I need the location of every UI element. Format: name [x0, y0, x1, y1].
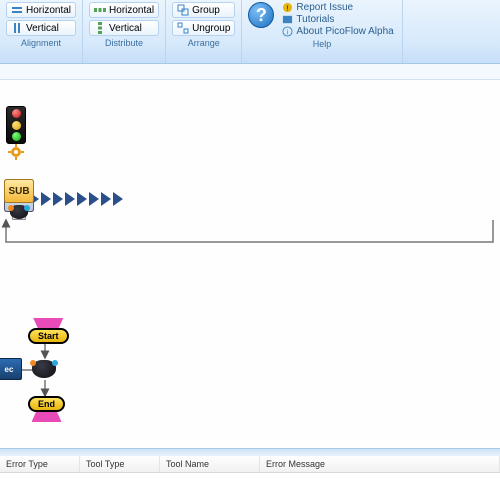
quick-access-bar: [0, 64, 500, 80]
grid-col-tool-name[interactable]: Tool Name: [160, 456, 260, 472]
flow-canvas[interactable]: #1 SUB #2 SUB #3 SUB #4 SUB #5 SUB Start…: [0, 80, 500, 448]
align-vertical-button[interactable]: Vertical: [6, 20, 76, 36]
subflow-sub-node[interactable]: [32, 358, 56, 378]
start-badge: Start: [28, 328, 69, 344]
dist-h-icon: [94, 4, 106, 16]
ribbon-group-arrange: Group Ungroup Arrange: [166, 0, 242, 63]
grid-col-tool-type[interactable]: Tool Type: [80, 456, 160, 472]
traffic-light-icon: [6, 106, 26, 144]
grid-col-error-message[interactable]: Error Message: [260, 456, 500, 472]
group-caption: Distribute: [89, 36, 159, 49]
panel-separator[interactable]: [0, 448, 500, 456]
btn-label: Group: [192, 5, 220, 16]
align-horizontal-button[interactable]: Horizontal: [6, 2, 76, 18]
arrow-icon: [65, 192, 75, 206]
tool-box-icon: ec: [0, 358, 22, 380]
subflow-tool-box[interactable]: ec: [0, 358, 22, 380]
grid-col-error-type[interactable]: Error Type: [0, 456, 80, 472]
connection-wires: [0, 80, 500, 448]
robot-icon: [10, 205, 28, 219]
start-node[interactable]: [6, 106, 26, 160]
group-caption: Help: [248, 37, 395, 50]
dist-v-icon: [94, 22, 106, 34]
pink-cap-icon: [32, 412, 62, 422]
subflow-end[interactable]: End: [28, 396, 65, 422]
btn-label: Vertical: [109, 23, 142, 34]
end-badge: End: [28, 396, 65, 412]
group-caption: Alignment: [6, 36, 76, 49]
btn-label: Ungroup: [192, 23, 230, 34]
pink-cap-icon: [33, 318, 63, 328]
arrow-icon: [101, 192, 111, 206]
ribbon-group-alignment: Horizontal Vertical Alignment: [0, 0, 83, 63]
grid-header: Error Type Tool Type Tool Name Error Mes…: [0, 456, 500, 473]
subflow-start[interactable]: Start: [28, 318, 69, 344]
arrow-icon: [41, 192, 51, 206]
btn-label: Horizontal: [26, 5, 71, 16]
arrow-icon: [89, 192, 99, 206]
distribute-horizontal-button[interactable]: Horizontal: [89, 2, 159, 18]
align-v-icon: [11, 22, 23, 34]
ungroup-button[interactable]: Ungroup: [172, 20, 235, 36]
robot-icon: [32, 360, 56, 378]
arrow-icon: [113, 192, 123, 206]
ribbon-group-distribute: Horizontal Vertical Distribute: [83, 0, 166, 63]
tutorials-link[interactable]: Tutorials: [280, 14, 395, 25]
ribbon-group-help: ? !Report Issue Tutorials iAbout PicoFlo…: [242, 0, 402, 63]
btn-label: Vertical: [26, 23, 59, 34]
ribbon: Horizontal Vertical Alignment Horizontal…: [0, 0, 500, 64]
align-h-icon: [11, 4, 23, 16]
group-caption: Arrange: [172, 36, 235, 49]
arrow-icon: [53, 192, 63, 206]
help-icon[interactable]: ?: [248, 2, 274, 28]
sub-node[interactable]: SUB: [4, 179, 34, 219]
svg-text:!: !: [287, 3, 289, 12]
report-issue-link[interactable]: !Report Issue: [280, 2, 395, 13]
distribute-vertical-button[interactable]: Vertical: [89, 20, 159, 36]
arrow-icon: [77, 192, 87, 206]
gear-icon: [8, 144, 24, 160]
group-button[interactable]: Group: [172, 2, 235, 18]
about-link[interactable]: iAbout PicoFlow Alpha: [280, 26, 395, 37]
ungroup-icon: [177, 22, 189, 34]
btn-label: Horizontal: [109, 5, 154, 16]
error-grid[interactable]: Error Type Tool Type Tool Name Error Mes…: [0, 456, 500, 500]
svg-text:i: i: [287, 27, 289, 36]
main-flow-row: #1 SUB #2 SUB #3 SUB #4 SUB #5 SUB: [4, 192, 124, 206]
group-icon: [177, 4, 189, 16]
